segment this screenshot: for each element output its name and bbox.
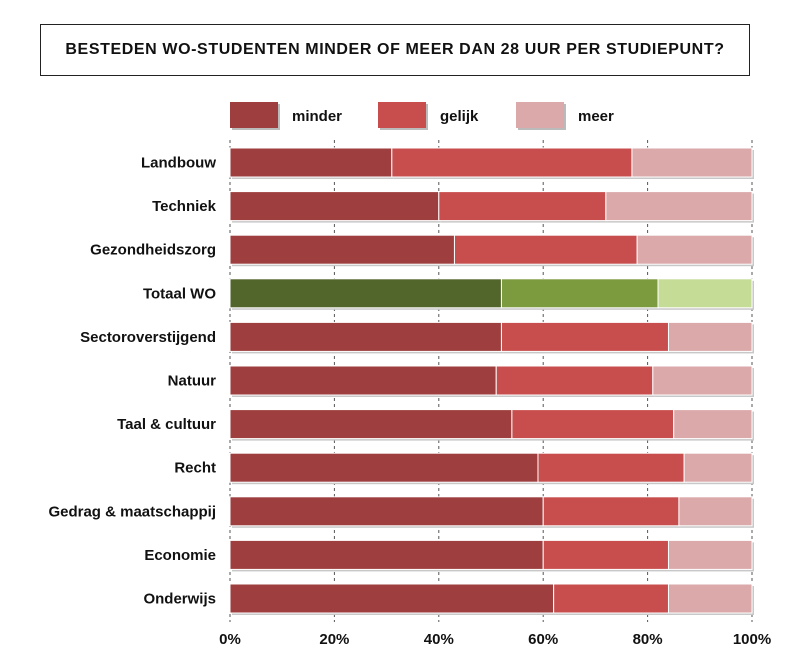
legend-swatch-gelijk bbox=[378, 102, 426, 128]
bar-meer bbox=[631, 147, 753, 178]
bar-minder bbox=[229, 365, 497, 396]
bar-gelijk bbox=[511, 409, 675, 440]
category-label: Sectoroverstijgend bbox=[80, 329, 216, 346]
legend-swatch-meer bbox=[516, 102, 564, 128]
bar-minder bbox=[229, 409, 513, 440]
category-label: Taal & cultuur bbox=[117, 416, 216, 433]
bar-meer bbox=[673, 409, 753, 440]
x-tick-label: 0% bbox=[219, 631, 241, 648]
x-tick-label: 80% bbox=[633, 631, 663, 648]
bar-minder bbox=[229, 539, 544, 570]
legend-label-gelijk: gelijk bbox=[440, 108, 479, 125]
legend-label-meer: meer bbox=[578, 108, 614, 125]
bar-minder bbox=[229, 583, 555, 614]
bar-meer bbox=[683, 452, 753, 483]
legend-label-minder: minder bbox=[292, 108, 342, 125]
bar-gelijk bbox=[500, 278, 659, 309]
bar-gelijk bbox=[537, 452, 685, 483]
bar-gelijk bbox=[391, 147, 633, 178]
bar-gelijk bbox=[453, 234, 638, 265]
bar-meer bbox=[652, 365, 753, 396]
bars bbox=[229, 147, 754, 615]
bar-gelijk bbox=[542, 496, 680, 527]
bar-minder bbox=[229, 147, 393, 178]
legend: minder gelijk meer bbox=[230, 102, 614, 130]
bar-minder bbox=[229, 191, 440, 222]
bar-meer bbox=[667, 583, 753, 614]
bar-minder bbox=[229, 321, 502, 352]
x-axis-ticks: 0% 20% 40% 60% 80% 100% bbox=[219, 631, 771, 648]
bar-meer bbox=[667, 539, 753, 570]
chart-title: BESTEDEN WO-STUDENTEN MINDER OF MEER DAN… bbox=[40, 24, 750, 76]
category-label: Landbouw bbox=[141, 155, 216, 172]
bar-gelijk bbox=[438, 191, 607, 222]
category-label: Techniek bbox=[152, 198, 217, 215]
category-label: Recht bbox=[174, 460, 216, 477]
category-label: Economie bbox=[144, 547, 216, 564]
bar-meer bbox=[605, 191, 753, 222]
bar-minder bbox=[229, 496, 544, 527]
category-labels: Landbouw Techniek Gezondheidszorg Totaal WO… bbox=[48, 155, 216, 608]
legend-swatch-minder bbox=[230, 102, 278, 128]
bar-meer bbox=[678, 496, 753, 527]
x-tick-label: 60% bbox=[528, 631, 558, 648]
x-tick-label: 20% bbox=[319, 631, 349, 648]
category-label: Onderwijs bbox=[143, 591, 216, 608]
bar-minder bbox=[229, 278, 502, 309]
bar-gelijk bbox=[553, 583, 669, 614]
bar-meer bbox=[667, 321, 753, 352]
category-label: Natuur bbox=[168, 373, 216, 390]
x-tick-label: 100% bbox=[733, 631, 771, 648]
category-label: Gezondheidszorg bbox=[90, 242, 216, 259]
bar-gelijk bbox=[500, 321, 669, 352]
bar-meer bbox=[657, 278, 753, 309]
category-label: Gedrag & maatschappij bbox=[48, 503, 216, 520]
bar-gelijk bbox=[495, 365, 654, 396]
bar-gelijk bbox=[542, 539, 669, 570]
x-tick-label: 40% bbox=[424, 631, 454, 648]
bar-minder bbox=[229, 234, 455, 265]
bar-meer bbox=[636, 234, 753, 265]
bar-minder bbox=[229, 452, 539, 483]
category-label: Totaal WO bbox=[143, 285, 216, 302]
